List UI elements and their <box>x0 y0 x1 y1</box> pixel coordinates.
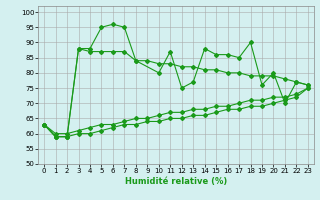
X-axis label: Humidité relative (%): Humidité relative (%) <box>125 177 227 186</box>
